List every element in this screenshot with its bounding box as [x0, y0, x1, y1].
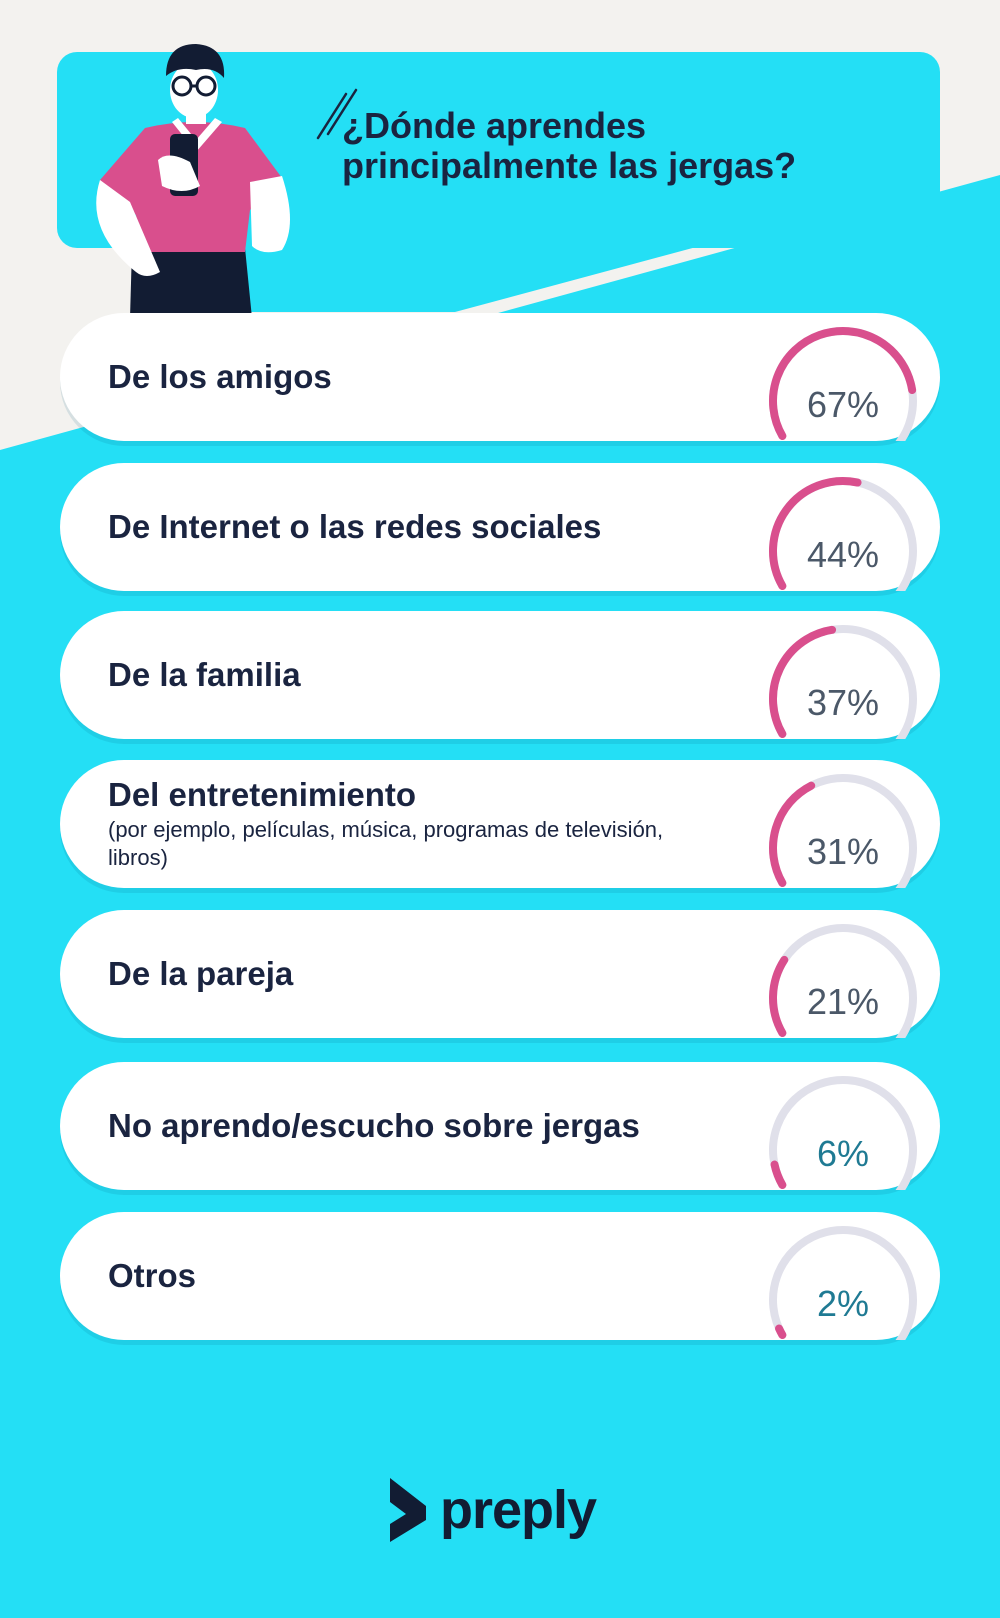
result-card: De la familia 37%	[60, 611, 940, 739]
value-label: 6%	[817, 1133, 869, 1174]
gauge: 6%	[769, 1076, 917, 1190]
gauge-value-arc	[769, 781, 816, 887]
result-card: No aprendo/escucho sobre jergas 6%	[60, 1062, 940, 1190]
gauge-value-arc	[769, 625, 837, 738]
category-name: De la pareja	[108, 955, 294, 992]
value-label: 31%	[807, 831, 879, 872]
double-slash-accent-icon	[316, 88, 358, 140]
value-label: 37%	[807, 682, 879, 723]
gauge: 2%	[769, 1226, 917, 1340]
category-subtitle: (por ejemplo, películas, música, program…	[108, 817, 664, 870]
chart-title: ¿Dónde aprendes principalmente las jerga…	[342, 105, 797, 186]
value-label: 44%	[807, 534, 879, 575]
gauge-track	[769, 1226, 917, 1340]
gauge-value-arc	[769, 955, 789, 1037]
category-label: De la familia	[108, 656, 708, 694]
value-label: 2%	[817, 1283, 869, 1324]
gauge-value-arc	[769, 477, 862, 590]
gauge: 31%	[769, 774, 917, 888]
category-name: De los amigos	[108, 358, 332, 395]
result-card: De los amigos 67%	[60, 313, 940, 441]
preply-logo-text: preply	[440, 1480, 597, 1540]
banner-tail	[230, 246, 700, 312]
preply-logo: preply	[390, 1475, 597, 1545]
person-with-phone-illustration	[96, 44, 290, 318]
result-card: Otros 2%	[60, 1212, 940, 1340]
category-name: De Internet o las redes sociales	[108, 508, 602, 545]
category-name: Otros	[108, 1257, 197, 1294]
preply-logo-icon	[390, 1478, 426, 1542]
category-label: De la pareja	[108, 955, 708, 993]
gauge: 37%	[769, 625, 917, 739]
result-card: De Internet o las redes sociales 44%	[60, 463, 940, 591]
category-label: De los amigos	[108, 358, 708, 396]
result-card: Del entretenimiento (por ejemplo, películ…	[60, 760, 940, 888]
value-label: 21%	[807, 981, 879, 1022]
category-name: No aprendo/escucho sobre jergas	[108, 1107, 640, 1144]
gauge: 44%	[769, 477, 917, 591]
gauge-value-arc	[769, 327, 917, 440]
category-name: De la familia	[108, 656, 301, 693]
value-label: 67%	[807, 384, 879, 425]
gauge: 21%	[769, 924, 917, 1038]
gauge-value-arc	[775, 1324, 787, 1339]
gauge: 67%	[769, 327, 917, 441]
category-name: Del entretenimiento	[108, 776, 417, 813]
gauge-track	[769, 1076, 917, 1190]
category-label: De Internet o las redes sociales	[108, 508, 708, 546]
category-label: Del entretenimiento (por ejemplo, películ…	[108, 776, 708, 872]
result-card: De la pareja 21%	[60, 910, 940, 1038]
category-label: Otros	[108, 1257, 708, 1295]
category-label: No aprendo/escucho sobre jergas	[108, 1107, 708, 1145]
gauge-value-arc	[770, 1160, 787, 1189]
